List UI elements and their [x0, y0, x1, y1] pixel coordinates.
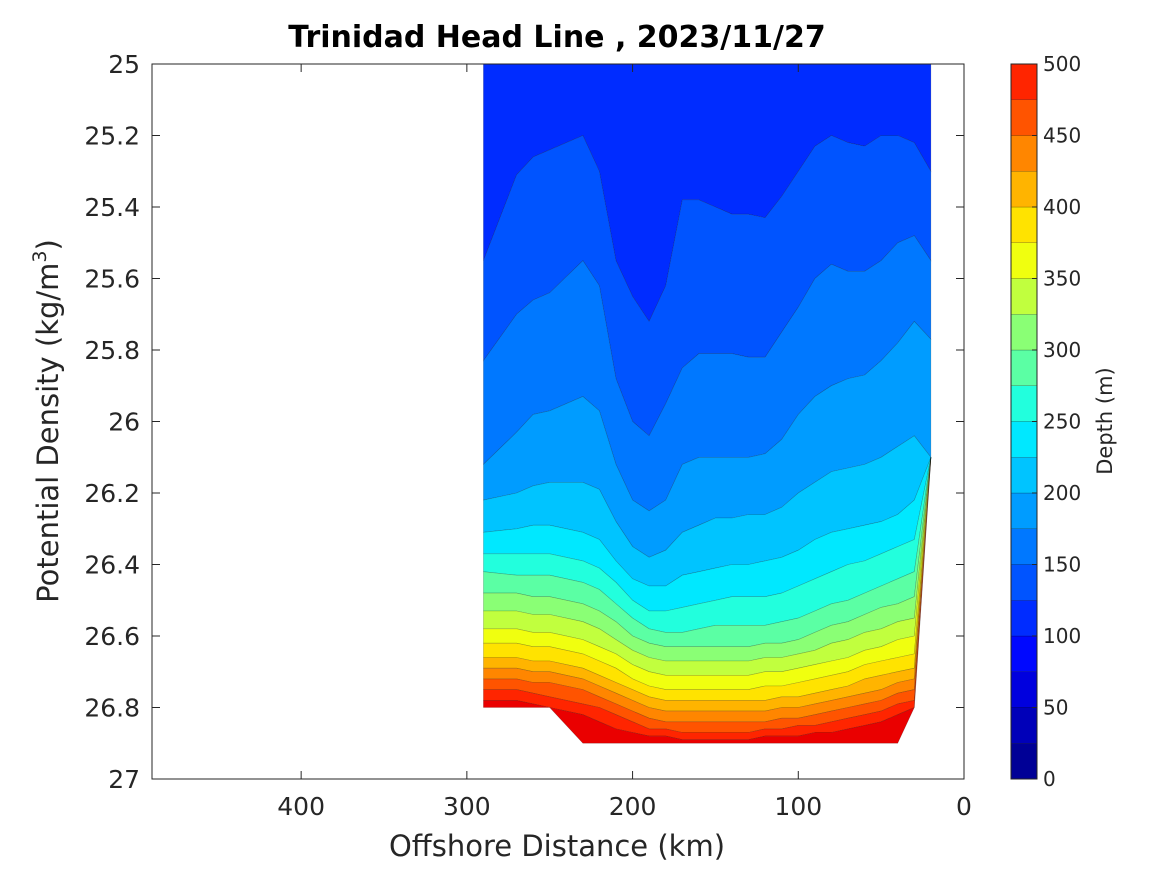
x-axis-label: Offshore Distance (km) [389, 829, 725, 863]
contour-band-425 [483, 457, 932, 733]
colorbar-segment [1010, 99, 1038, 136]
y-axis-label: Potential Density (kg/m3) [29, 239, 65, 603]
colorbar-segment [1010, 278, 1038, 315]
x-axis: 400 300 200 100 0 [277, 64, 972, 821]
x-tick-label: 0 [956, 792, 972, 821]
colorbar-segment [1010, 600, 1038, 637]
colorbar-segment [1010, 421, 1038, 458]
contour-fills [483, 64, 932, 744]
y-tick-label: 26 [108, 408, 140, 437]
colorbar-tick-label: 200 [1043, 481, 1081, 505]
y-axis-label-close: ) [31, 239, 65, 250]
y-axis: 25 25.2 25.4 25.6 25.8 26 26.2 26.4 26.6 26.8 27 [84, 50, 964, 794]
x-tick-label: 100 [774, 792, 822, 821]
colorbar-segment [1010, 457, 1038, 494]
colorbar-segment [1010, 528, 1038, 565]
y-tick-label: 26.6 [84, 622, 140, 651]
colorbar-segment [1010, 242, 1038, 279]
contour-band-475 [483, 457, 932, 744]
y-tick-label: 25.6 [84, 265, 140, 294]
colorbar-segment [1010, 743, 1038, 780]
contour-band-250 [483, 457, 932, 648]
colorbar-segment [1010, 135, 1038, 172]
colorbar-tick-label: 100 [1043, 624, 1081, 648]
colorbar-tick-label: 400 [1043, 195, 1081, 219]
colorbar-segment [1010, 385, 1038, 422]
colorbar-segment [1010, 671, 1038, 708]
contour-band-350 [483, 457, 932, 701]
y-tick-label: 25.2 [84, 122, 140, 151]
contour-band-225 [483, 457, 932, 633]
colorbar-segment [1010, 492, 1038, 529]
colorbar-tick-label: 300 [1043, 338, 1081, 362]
colorbar-segment [1010, 206, 1038, 243]
colorbar-tick-label: 50 [1043, 696, 1068, 720]
colorbar-tick-label: 500 [1043, 52, 1081, 76]
colorbar-tick-label: 150 [1043, 553, 1081, 577]
y-tick-label: 25.8 [84, 336, 140, 365]
y-tick-label: 26.4 [84, 551, 140, 580]
x-tick-label: 200 [609, 792, 657, 821]
colorbar-segment [1010, 171, 1038, 208]
colorbar-segment [1010, 63, 1038, 100]
y-tick-label: 26.8 [84, 694, 140, 723]
colorbar-label: Depth (m) [1093, 367, 1117, 474]
x-tick-label: 400 [277, 792, 325, 821]
colorbar-segment [1010, 349, 1038, 386]
y-tick-label: 27 [108, 765, 140, 794]
y-tick-label: 26.2 [84, 479, 140, 508]
x-tick-label: 300 [443, 792, 491, 821]
colorbar-segment [1010, 314, 1038, 351]
y-axis-label-main: Potential Density (kg/m [31, 263, 65, 603]
chart-title: Trinidad Head Line , 2023/11/27 [288, 20, 825, 55]
colorbar-segment [1010, 707, 1038, 744]
y-tick-label: 25.4 [84, 193, 140, 222]
colorbar-segment [1010, 635, 1038, 672]
colorbar-tick-label: 0 [1043, 767, 1056, 791]
y-axis-label-sup: 3 [29, 250, 51, 262]
y-tick-label: 25 [108, 50, 140, 79]
colorbar-segment [1010, 564, 1038, 601]
colorbar-tick-label: 350 [1043, 267, 1081, 291]
colorbar-tick-label: 450 [1043, 124, 1081, 148]
colorbar: 0 50 100 150 200 250 300 350 400 450 500 [1010, 52, 1081, 791]
colorbar-tick-label: 250 [1043, 410, 1081, 434]
